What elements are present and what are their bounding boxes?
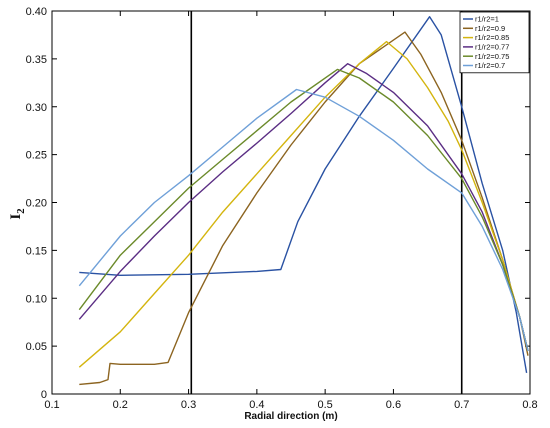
legend-label: r1/r2=0.7 (475, 61, 505, 70)
x-tick-label: 0.3 (181, 399, 196, 411)
x-axis-label: Radial direction (m) (244, 411, 337, 422)
series-line (79, 16, 528, 374)
series-line (78, 88, 529, 352)
y-tick-label: 0.10 (26, 293, 47, 305)
y-axis-label-sub: 2 (15, 208, 27, 214)
series-lines (78, 16, 529, 386)
series-line (78, 63, 529, 352)
legend-label: r1/r2=1 (475, 15, 499, 24)
y-tick-label: 0.25 (26, 150, 47, 162)
y-tick-label: 0.35 (26, 54, 47, 66)
y-tick-label: 0.15 (26, 245, 47, 257)
svg-text:I2: I2 (8, 208, 27, 220)
legend-label: r1/r2=0.85 (475, 33, 509, 42)
y-axis-label-main: I (8, 214, 24, 220)
x-axis: 0.1 0.2 0.3 0.4 0.5 0.6 0.7 0.8 (44, 11, 538, 411)
y-tick-label: 0.20 (26, 198, 47, 210)
x-tick-label: 0.5 (317, 399, 332, 411)
vertical-reference-lines (190, 11, 463, 394)
y-tick-label: 0.30 (26, 102, 47, 114)
series-line (78, 68, 529, 352)
x-tick-label: 0.6 (386, 399, 401, 411)
y-tick-label: 0.40 (26, 6, 47, 18)
legend: r1/r2=1r1/r2=0.9r1/r2=0.85r1/r2=0.77r1/r… (459, 11, 530, 74)
plot-frame (51, 10, 531, 395)
x-tick-label: 0.2 (113, 399, 128, 411)
y-axis-label: I2 (8, 208, 27, 220)
series-line (79, 31, 529, 386)
x-tick-label: 0.7 (454, 399, 469, 411)
legend-label: r1/r2=0.75 (475, 52, 509, 61)
series-line (78, 40, 529, 368)
legend-label: r1/r2=0.9 (475, 24, 505, 33)
x-tick-label: 0.8 (522, 399, 537, 411)
x-tick-label: 0.4 (249, 399, 264, 411)
y-tick-label: 0 (41, 389, 47, 401)
y-tick-label: 0.05 (26, 341, 47, 353)
legend-box (459, 11, 530, 74)
x-tick-label: 0.1 (44, 399, 59, 411)
y-axis: 0 0.05 0.10 0.15 0.20 0.25 0.30 0.35 0.40 (26, 6, 530, 401)
legend-label: r1/r2=0.77 (475, 43, 509, 52)
